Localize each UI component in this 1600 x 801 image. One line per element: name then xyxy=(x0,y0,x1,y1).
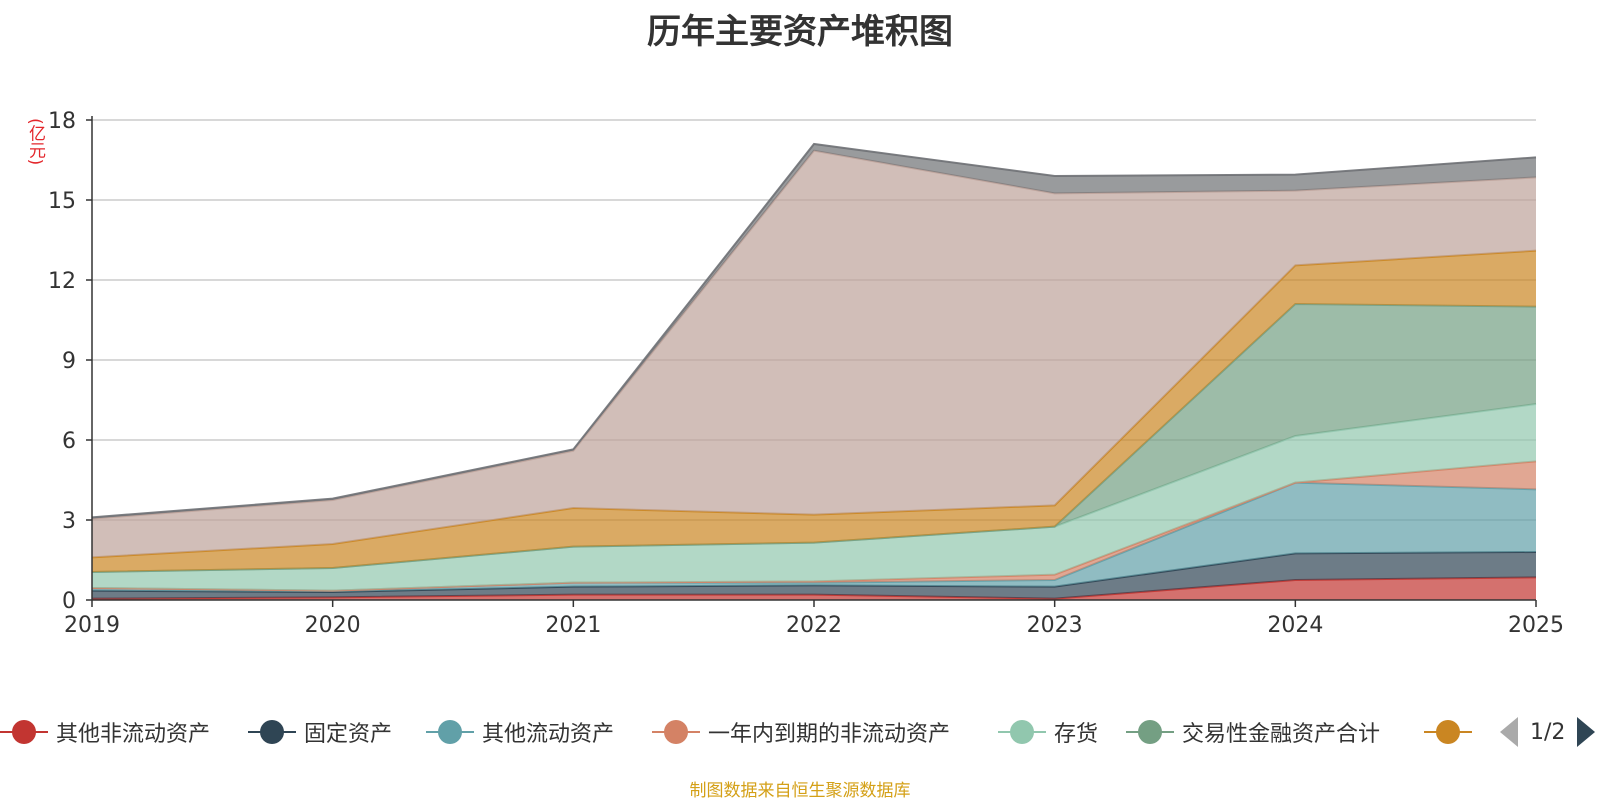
legend-item-4[interactable]: 存货 xyxy=(998,712,1098,752)
x-tick-label: 2022 xyxy=(786,613,842,638)
legend: 其他非流动资产 固定资产 其他流动资产 一年内到期的非流动资产 存货 交易性金融资产合计 xyxy=(0,712,1600,752)
y-tick-label: 15 xyxy=(48,189,76,214)
area-series-line-8 xyxy=(91,142,1537,519)
stacked-area-chart: 0 3 6 9 12 15 18 2019 2020 2021 2022 2023 2024 2025 xyxy=(48,109,1564,638)
area-series-8 xyxy=(92,144,1536,519)
x-tick-label: 2024 xyxy=(1267,613,1323,638)
x-tick-label: 2023 xyxy=(1027,613,1083,638)
legend-pager: 1/2 xyxy=(1500,712,1596,752)
legend-label: 其他非流动资产 xyxy=(56,722,211,747)
axes: 0 3 6 9 12 15 18 2019 2020 2021 2022 2023 2024 2025 xyxy=(48,109,1564,638)
area-series-7 xyxy=(92,150,1536,558)
legend-label: 一年内到期的非流动资产 xyxy=(708,722,951,747)
y-tick-label: 12 xyxy=(48,269,76,294)
legend-marker-icon xyxy=(1126,712,1174,752)
legend-label: 交易性金融资产合计 xyxy=(1182,722,1381,747)
legend-marker-icon xyxy=(998,712,1046,752)
legend-label: 固定资产 xyxy=(304,722,393,747)
y-tick-label: 18 xyxy=(48,109,76,134)
area-series-5 xyxy=(92,304,1536,572)
legend-item-2[interactable]: 其他流动资产 xyxy=(426,712,614,752)
y-tick-label: 0 xyxy=(62,589,76,614)
legend-label: 其他流动资产 xyxy=(482,722,615,747)
legend-marker-icon xyxy=(1424,712,1472,752)
x-tick-label: 2020 xyxy=(305,613,361,638)
area-series xyxy=(91,142,1537,600)
chart-title: 历年主要资产堆积图 xyxy=(647,12,953,52)
legend-item-5[interactable]: 交易性金融资产合计 xyxy=(1126,712,1380,752)
legend-item-6[interactable] xyxy=(1424,712,1472,752)
area-series-line-7 xyxy=(91,149,1537,520)
legend-marker-icon xyxy=(248,712,296,752)
legend-marker-icon xyxy=(0,712,48,752)
legend-next-page-icon[interactable] xyxy=(1577,717,1596,747)
legend-page-indicator: 1/2 xyxy=(1530,719,1566,745)
x-tick-label: 2019 xyxy=(64,613,120,638)
y-tick-label: 9 xyxy=(62,349,76,374)
legend-marker-icon xyxy=(426,712,474,752)
area-series-6 xyxy=(92,250,1536,572)
y-tick-label: 6 xyxy=(62,429,76,454)
legend-item-0[interactable]: 其他非流动资产 xyxy=(0,712,210,752)
legend-prev-page-icon[interactable] xyxy=(1500,717,1518,747)
legend-label: 存货 xyxy=(1054,722,1099,747)
x-tick-label: 2021 xyxy=(545,613,601,638)
data-source-note: 制图数据来自恒生聚源数据库 xyxy=(689,781,911,801)
legend-marker-icon xyxy=(652,712,700,752)
area-series-4 xyxy=(92,404,1536,591)
y-axis-unit: (亿元) xyxy=(25,118,45,166)
area-series-2 xyxy=(92,482,1536,592)
y-tick-label: 3 xyxy=(62,509,76,534)
legend-item-3[interactable]: 一年内到期的非流动资产 xyxy=(652,712,950,752)
area-series-1 xyxy=(92,552,1536,599)
x-tick-label: 2025 xyxy=(1508,613,1564,638)
area-series-0 xyxy=(92,577,1536,600)
legend-item-1[interactable]: 固定资产 xyxy=(248,712,392,752)
